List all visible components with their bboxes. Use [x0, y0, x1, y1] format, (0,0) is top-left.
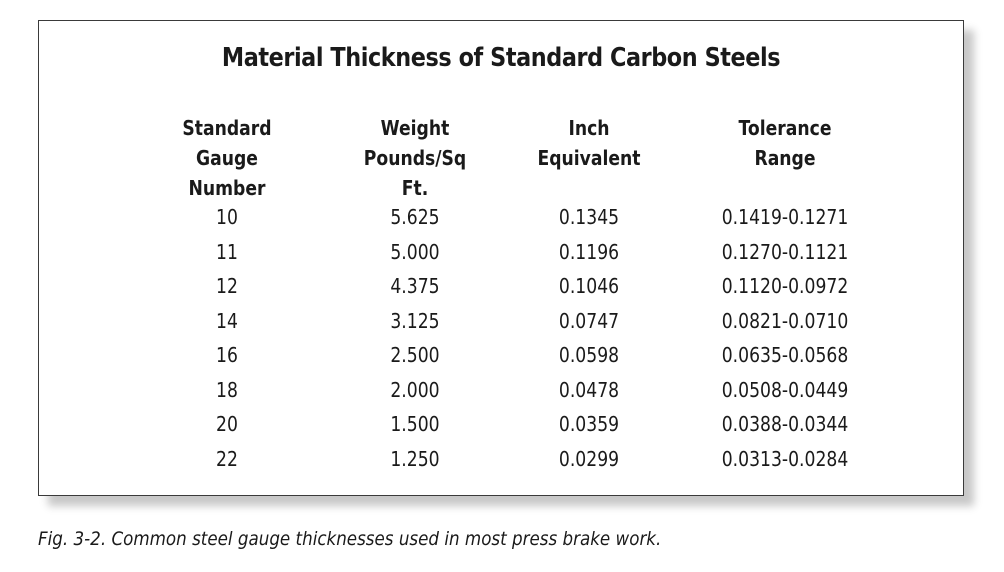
table-cell: 11 [216, 239, 238, 264]
table-cell: 0.0821-0.0710 [721, 308, 849, 333]
table-cell: 2.000 [390, 377, 440, 402]
table-cell: 0.0508-0.0449 [721, 377, 849, 402]
header-weight: Weight Pounds/Sq Ft. [363, 116, 467, 200]
table-cell: 0.0359 [558, 412, 620, 436]
header-tolerance-range: Tolerance Range [738, 116, 832, 170]
table-cell: 5.000 [390, 239, 440, 264]
table-cell: 0.1270-0.1121 [721, 239, 849, 264]
table-cell: 0.1196 [558, 239, 620, 264]
figure-caption: Fig. 3-2. Common steel gauge thicknesses… [38, 528, 662, 550]
table-cell: 4.375 [390, 274, 440, 298]
table-cell: 0.0313-0.0284 [721, 446, 849, 471]
table-cell: 12 [216, 274, 238, 298]
table-cell: 0.0299 [558, 446, 620, 471]
table-cell: 10 [216, 205, 238, 229]
table-cell: 22 [216, 446, 238, 471]
table-cell: 14 [216, 308, 238, 333]
table-cell: 2.500 [390, 343, 440, 367]
steel-thickness-table: Material Thickness of Standard Carbon St… [38, 20, 964, 496]
table-cell: 0.1120-0.0972 [721, 274, 849, 298]
table-cell: 1.250 [390, 446, 440, 471]
table-cell: 0.0635-0.0568 [721, 343, 849, 367]
table-cell: 16 [216, 343, 238, 367]
table-cell: 0.0388-0.0344 [721, 412, 849, 436]
table-cell: 18 [216, 377, 238, 402]
table-title: Material Thickness of Standard Carbon St… [221, 43, 781, 73]
table-cell: 20 [216, 412, 238, 436]
table-cell: 0.1046 [558, 274, 620, 298]
table-cell: 0.0598 [558, 343, 620, 367]
table-cell: 1.500 [390, 412, 440, 436]
table-cell: 0.0747 [558, 308, 620, 333]
table-cell: 0.1419-0.1271 [721, 205, 849, 229]
table-cell: 0.0478 [558, 377, 620, 402]
table-cell: 0.1345 [558, 205, 620, 229]
header-gauge-number: Standard Gauge Number [182, 116, 272, 200]
table-cell: 5.625 [390, 205, 440, 229]
table-cell: 3.125 [390, 308, 440, 333]
header-inch-equivalent: Inch Equivalent [537, 116, 641, 170]
